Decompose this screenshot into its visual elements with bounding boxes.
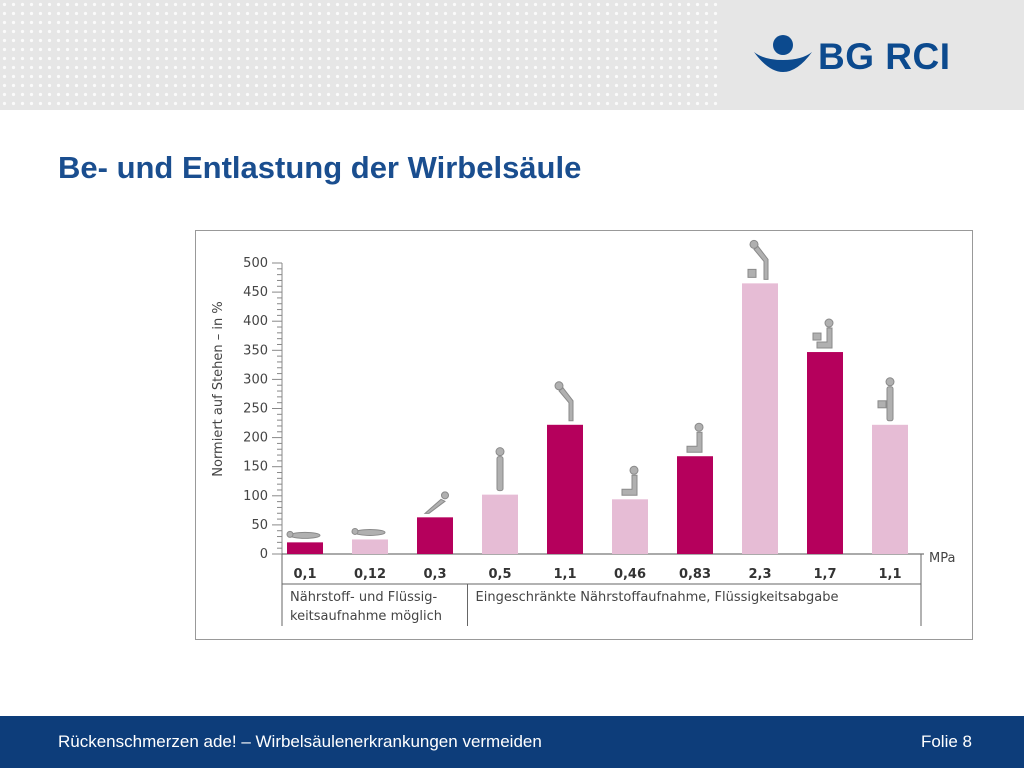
y-tick-label: 50 (251, 518, 268, 533)
bar-9 (807, 352, 843, 554)
group-label: keitsaufnahme möglich (290, 609, 442, 624)
y-tick-label: 450 (243, 285, 268, 300)
posture-lying-icon (286, 530, 321, 539)
logo-emblem-icon (754, 35, 812, 72)
group-label: Nährstoff- und Flüssig- (290, 590, 437, 605)
y-tick-label: 150 (243, 460, 268, 475)
posture-standing-lifting-icon (877, 377, 895, 422)
mpa-value: 0,12 (354, 567, 386, 582)
posture-reclining-icon (423, 491, 449, 514)
mpa-value: 0,1 (293, 567, 316, 582)
mpa-value: 0,83 (679, 567, 711, 582)
posture-bending-lifting-icon (747, 239, 769, 280)
page-title: Be- und Entlastung der Wirbelsäule (58, 150, 582, 185)
y-axis-label: Normiert auf Stehen – in % (211, 301, 226, 476)
group-label: Eingeschränkte Nährstoffaufnahme, Flüssi… (476, 590, 839, 605)
bar-10 (872, 424, 908, 554)
y-tick-label: 100 (243, 489, 268, 504)
bar-2 (352, 539, 388, 554)
mpa-value: 1,7 (813, 567, 836, 582)
header-band (0, 0, 1024, 110)
bar-3 (417, 517, 453, 554)
mpa-value: 2,3 (748, 567, 771, 582)
footer-text: Rückenschmerzen ade! – Wirbelsäulenerkra… (58, 732, 542, 751)
y-tick-label: 200 (243, 431, 268, 446)
logo-text: BG RCI (818, 36, 951, 77)
y-tick-label: 350 (243, 343, 268, 358)
y-tick-label: 500 (243, 256, 268, 271)
chart-frame: Normiert auf Stehen – in % MPa 0 50 100 150… (195, 230, 973, 640)
mpa-value: 0,46 (614, 567, 646, 582)
y-tick-label: 400 (243, 314, 268, 329)
bar-5 (547, 424, 583, 554)
mpa-value: 1,1 (553, 567, 576, 582)
posture-sitting-icon (621, 465, 639, 496)
bar-7 (677, 456, 713, 554)
bg-rci-logo: BG RCI (752, 30, 972, 90)
unit-label: MPa (929, 551, 955, 566)
bar-4 (482, 494, 518, 554)
mpa-value: 0,3 (423, 567, 446, 582)
posture-standing-icon (495, 447, 505, 492)
y-tick-label: 0 (260, 547, 268, 562)
mpa-value: 1,1 (878, 567, 901, 582)
bar-8 (742, 283, 778, 554)
y-tick-label: 300 (243, 372, 268, 387)
mpa-value: 0,5 (488, 567, 511, 582)
posture-lying-icon (351, 527, 386, 536)
page-number: Folie 8 (920, 732, 972, 751)
posture-sitting-bent-icon (686, 422, 704, 453)
bar-1 (287, 542, 323, 554)
posture-bending-icon (554, 381, 574, 422)
header-dot-pattern (0, 0, 720, 110)
footer-bar: Rückenschmerzen ade! – Wirbelsäulenerkra… (0, 716, 1024, 768)
y-tick-label: 250 (243, 402, 268, 417)
bar-chart: Normiert auf Stehen – in % MPa 0 50 100 150… (211, 239, 955, 626)
bar-6 (612, 499, 648, 554)
posture-sitting-lifting-icon (812, 318, 834, 349)
